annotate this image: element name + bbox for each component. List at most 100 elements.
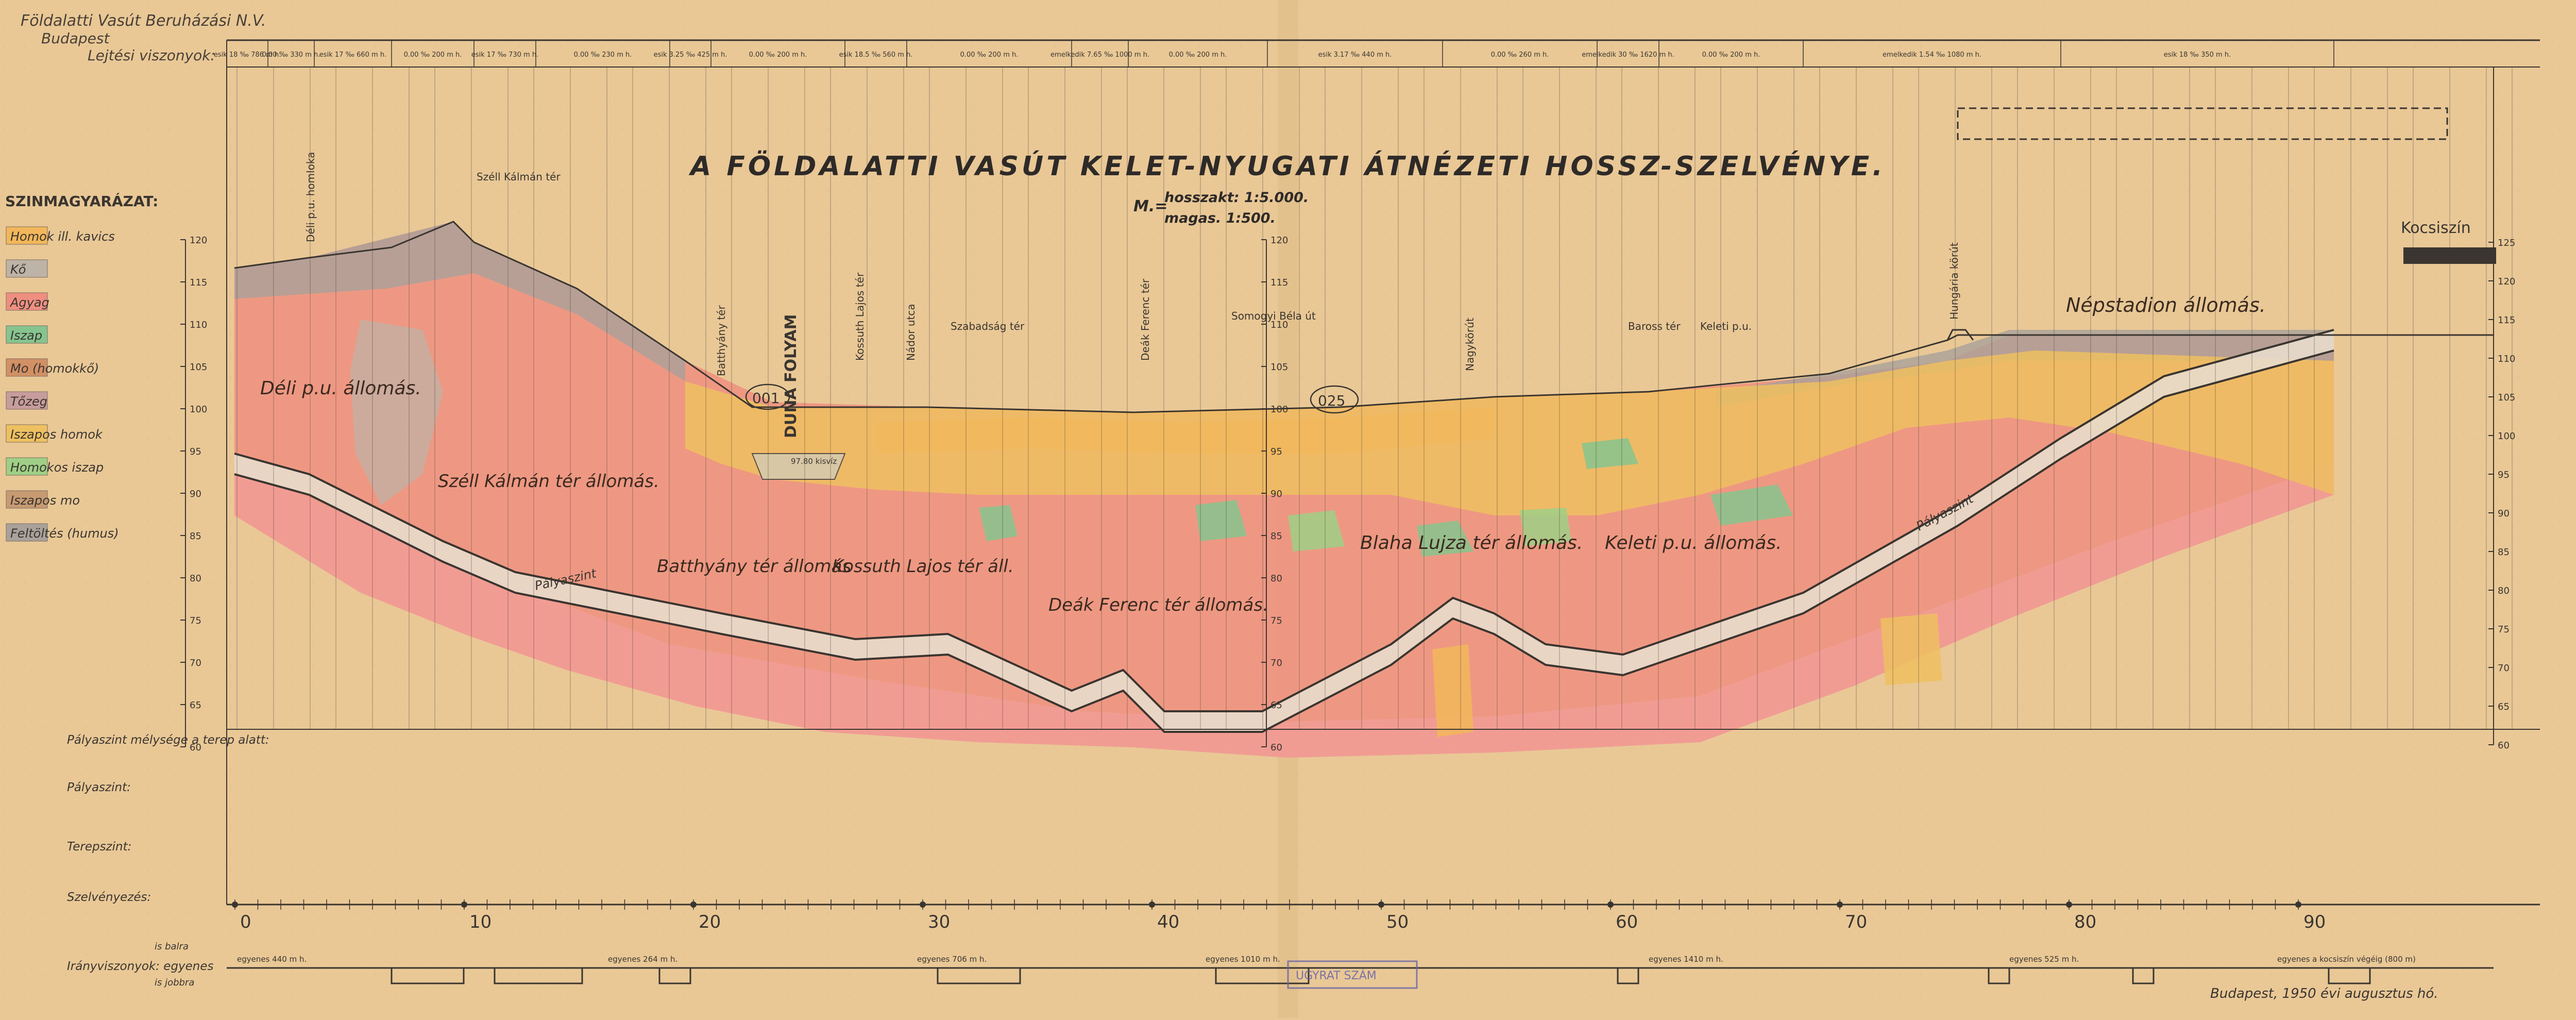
dashed-variant-box: [1957, 107, 2448, 140]
ground-surface: [234, 221, 2494, 413]
left-axis-tick-label: 115: [190, 277, 207, 288]
chainage-tick-label: 60: [1616, 912, 1638, 932]
chainage-tick-label: 50: [1386, 912, 1409, 932]
left-axis-tick-label: 95: [190, 446, 201, 457]
chainage-tick-label: 30: [928, 912, 950, 932]
gradient-label: 0.00 ‰ 230 m h.: [574, 51, 632, 59]
legend-label: Homok ill. kavics: [10, 229, 115, 244]
place-szabadsag: Szabadság tér: [951, 320, 1025, 332]
chainage-tick-label: 10: [469, 912, 492, 932]
legend-label: Feltöltés (humus): [10, 526, 119, 541]
row-label-alignment: Irányviszonyok: egyenes: [67, 960, 214, 973]
chainage-tick-label: 40: [1157, 912, 1179, 932]
layer-patch-5: [1710, 484, 1793, 526]
alignment-curve: [391, 968, 465, 984]
legend-label: Tőzeg: [10, 394, 47, 409]
layer-patch-3: [979, 505, 1018, 541]
drawing-title: A FÖLDALATTI VASÚT KELET-NYUGATI ÁTNÉZET…: [688, 150, 1886, 182]
gradient-label: esik 3.17 ‰ 440 m h.: [1318, 51, 1392, 59]
center-axis-tick-label: 90: [1270, 489, 1282, 499]
layer-patch-2: [1417, 521, 1473, 557]
scale-block: M.= hosszakt: 1:5.000. magas. 1:500.: [1133, 190, 1309, 226]
layer-patch-8: [1582, 438, 1638, 469]
place-baross: Baross tér: [1628, 320, 1681, 332]
center-axis-tick-label: 85: [1270, 531, 1282, 542]
left-axis-tick-label: 105: [190, 362, 207, 373]
right-axis-tick-label: 100: [2498, 431, 2515, 442]
right-axis-tick-label: 85: [2498, 547, 2510, 558]
place-somogyi: Somogyi Béla út: [1231, 310, 1316, 322]
gradient-label: 0.00 ‰ 200 m h.: [1702, 51, 1760, 59]
legend-label: Kő: [10, 262, 26, 277]
tunnel-top-line: [234, 329, 2334, 712]
row-label-track-depth: Pályaszint mélysége a terep alatt:: [67, 733, 269, 747]
gradient-label: emelkedik 1.54 ‰ 1080 m h.: [1883, 51, 1981, 59]
center-axis-tick-label: 95: [1270, 446, 1282, 457]
station-labels: Déli p.u. állomás. Széll Kálmán tér állo…: [260, 294, 2266, 615]
gradient-label: esik 18.5 ‰ 560 m h.: [839, 51, 913, 59]
station-kossuth: Kossuth Lajos tér áll.: [832, 556, 1014, 577]
alignment-curve: [937, 968, 1021, 984]
row-label-gradients: Lejtési viszonyok:: [88, 47, 215, 64]
left-axis-tick-label: 65: [190, 700, 201, 711]
left-axis-tick-label: 120: [190, 235, 207, 246]
legend-label: Agyag: [9, 295, 49, 310]
left-axis-tick-label: 90: [190, 489, 201, 499]
place-deli-pu: Déli p.u. homloka: [304, 152, 317, 242]
gradient-label: emelkedik 30 ‰ 1620 m h.: [1582, 51, 1674, 59]
place-labels: Déli p.u. homloka Széll Kálmán tér Batth…: [304, 152, 2471, 438]
gradient-label: esik 18 ‰ 786 m h.: [214, 51, 281, 59]
geology-layers: [234, 221, 2496, 758]
scale-horizontal: hosszakt: 1:5.000.: [1164, 190, 1309, 206]
alignment-curve: [494, 968, 583, 984]
alignment-curve: [2328, 968, 2371, 984]
gradient-label: esik 17 ‰ 730 m h.: [471, 51, 538, 59]
gradient-label: 0.00 ‰ 200 m h.: [404, 51, 462, 59]
left-axis-tick-label: 70: [190, 658, 201, 668]
legend-swatch: [6, 259, 48, 278]
layer-patch-0: [1195, 500, 1247, 541]
right-axis-tick-label: 75: [2498, 624, 2510, 635]
gradient-label: esik 18 ‰ 350 m h.: [2164, 51, 2231, 59]
alignment-label: egyenes a kocsiszín végéig (800 m): [2277, 955, 2416, 964]
legend-swatch: [6, 424, 48, 443]
right-axis-tick-label: 90: [2498, 508, 2510, 519]
layer-patch-1: [1288, 510, 1345, 551]
center-axis-tick-label: 70: [1270, 658, 1282, 668]
chainage-tick-label: 20: [699, 912, 721, 932]
scale-vertical: magas. 1:500.: [1164, 210, 1276, 226]
alignment-curve: [2132, 968, 2155, 984]
place-duna: DUNA FOLYAM: [782, 314, 800, 438]
alignment-label: egyenes 264 m h.: [608, 955, 677, 964]
place-keleti: Keleti p.u.: [1700, 320, 1752, 332]
legend-swatch: [6, 226, 48, 245]
alignment-label: egyenes 1410 m h.: [1649, 955, 1723, 964]
place-deak: Deák Ferenc tér: [1139, 278, 1151, 361]
publisher-block: Földalatti Vasút Beruházási N.V. Budapes…: [21, 12, 266, 47]
place-batthyany: Batthyány tér: [715, 305, 727, 376]
station-batthyany: Batthyány tér állomás: [657, 556, 851, 577]
station-nepstadion: Népstadion állomás.: [2066, 294, 2266, 316]
row-label-alignment-top: is balra: [155, 941, 189, 952]
right-axis-tick-label: 65: [2498, 701, 2510, 712]
gradient-label: 0.00 ‰ 200 m h.: [960, 51, 1019, 59]
place-nador: Nádor utca: [905, 304, 917, 361]
legend-label: Iszapos mo: [10, 493, 80, 508]
legend-label: Iszap: [10, 328, 42, 343]
center-axis-tick-label: 60: [1270, 742, 1282, 753]
legend-swatch: [6, 325, 48, 344]
left-axis-tick-label: 60: [190, 742, 201, 753]
layer-patch-7: [1880, 613, 1942, 685]
marker-001: 001: [752, 390, 779, 407]
chainage-tick-label: 70: [1845, 912, 1867, 932]
layer-stone-west: [350, 320, 443, 505]
row-label-ground-level: Terepszint:: [67, 840, 131, 854]
layer-sand: [876, 407, 1494, 454]
gradient-label: 0.00 ‰ 200 m h.: [749, 51, 807, 59]
legend-swatch: [6, 490, 48, 509]
legend-label: Homokos iszap: [10, 460, 104, 475]
row-label-track-level: Pályaszint:: [67, 781, 131, 794]
center-axis-tick-label: 75: [1270, 615, 1282, 626]
marker-001-circle: [745, 383, 790, 410]
legend-title: SZINMAGYARÁZAT:: [5, 192, 158, 210]
